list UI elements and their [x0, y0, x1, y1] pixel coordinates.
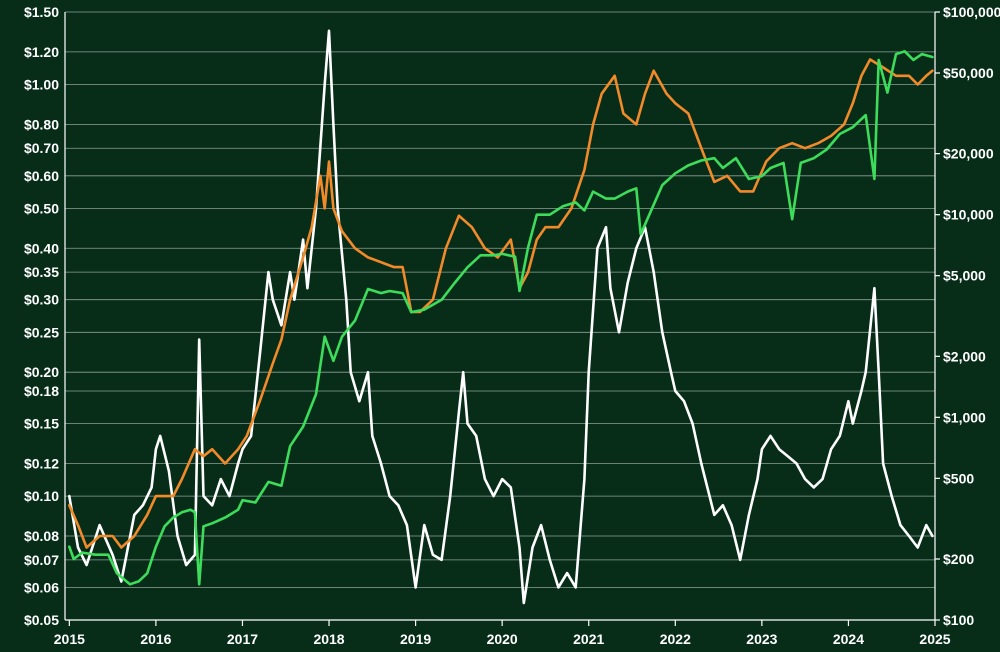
y-right-tick-label: $2,000	[943, 348, 986, 364]
y-right-tick-label: $500	[943, 470, 974, 486]
y-left-tick-label: $0.07	[24, 552, 59, 568]
y-left-tick-label: $0.40	[24, 240, 59, 256]
x-tick-label: 2018	[313, 631, 344, 647]
series-line-3	[68, 50, 934, 586]
y-left-tick-label: $0.08	[24, 528, 59, 544]
x-tick-label: 2019	[400, 631, 431, 647]
y-right-tick-label: $5,000	[943, 268, 986, 284]
y-right-tick-label: $200	[943, 551, 974, 567]
gridlines	[65, 11, 935, 621]
x-tick-label: 2023	[746, 631, 777, 647]
y-left-tick-label: $1.20	[24, 44, 59, 60]
y-left-tick-label: $1.00	[24, 76, 59, 92]
y-right-tick-label: $100	[943, 612, 974, 628]
x-tick-label: 2015	[54, 631, 85, 647]
y-left-tick-label: $0.35	[24, 264, 59, 280]
y-left-tick-label: $0.80	[24, 116, 59, 132]
y-left-tick-label: $0.30	[24, 292, 59, 308]
x-tick-label: 2016	[140, 631, 171, 647]
series-line-1	[68, 29, 934, 605]
x-tick-label: 2024	[833, 631, 864, 647]
y-left-tick-label: $0.10	[24, 488, 59, 504]
y-left-tick-label: $0.06	[24, 579, 59, 595]
y-right-tick-label: $1,000	[943, 409, 986, 425]
y-left-tick-label: $0.15	[24, 416, 59, 432]
y-right-tick-label: $50,000	[943, 65, 994, 81]
y-left-tick-label: $0.05	[24, 612, 59, 628]
y-right-tick-label: $10,000	[943, 207, 994, 223]
y-left-tick-label: $0.12	[24, 456, 59, 472]
x-tick-label: 2017	[227, 631, 258, 647]
x-tick-label: 2022	[660, 631, 691, 647]
x-tick-label: 2021	[573, 631, 604, 647]
y-left-tick-label: $0.70	[24, 140, 59, 156]
y-left-tick-label: $0.25	[24, 324, 59, 340]
y-left-tick-label: $0.50	[24, 200, 59, 216]
x-tick-label: 2020	[487, 631, 518, 647]
y-left-tick-label: $0.20	[24, 364, 59, 380]
tick-labels: $1.50 $1.20 $1.00 $0.80 $0.70 $0.60 $0.50 $0.40…	[24, 4, 1000, 647]
y-right-tick-label: $20,000	[943, 146, 994, 162]
y-left-tick-label: $0.18	[24, 383, 59, 399]
series-lines	[68, 29, 934, 605]
series-line-2	[68, 58, 934, 549]
y-left-tick-label: $1.50	[24, 4, 59, 20]
y-left-tick-label: $0.60	[24, 168, 59, 184]
y-right-tick-label: $100,000	[943, 4, 1000, 20]
axes	[64, 11, 940, 626]
x-tick-label: 2025	[919, 631, 950, 647]
